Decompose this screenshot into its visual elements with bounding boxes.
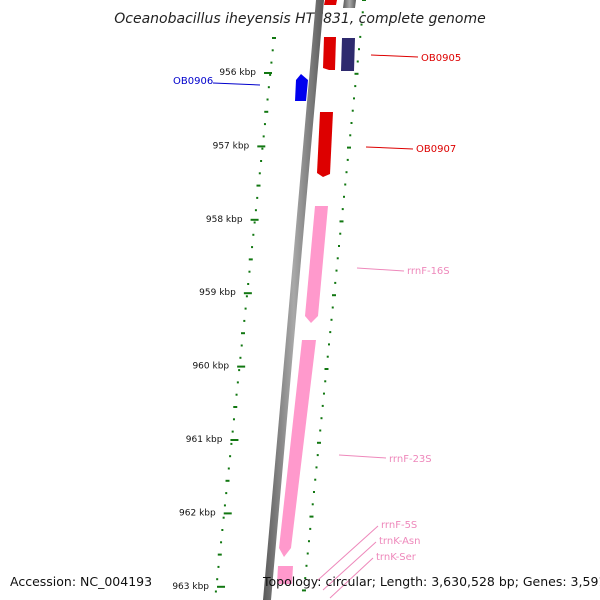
scale-tick-label: 958 kbp <box>206 215 243 225</box>
leader-ob0907 <box>365 146 414 150</box>
leader-rrnf-23s <box>338 454 387 459</box>
accession-text: Accession: NC_004193 <box>10 574 153 589</box>
scale-tick-label: 956 kbp <box>219 68 256 78</box>
scale-ticks: 956 kbp 957 kbp 958 kbp 959 kbp 960 kbp 961 k… <box>172 68 272 592</box>
gene-label-trnk-ser[interactable]: trnK-Ser <box>376 552 417 563</box>
feature-ob0905-dark[interactable] <box>341 38 355 71</box>
inner-gc-track <box>214 37 276 593</box>
map-title: Oceanobacillus iheyensis HTE831, complet… <box>114 11 485 27</box>
backbone-fragment <box>343 0 356 8</box>
gene-label-rrnf-23s[interactable]: rrnF-23S <box>389 454 432 465</box>
leader-trnk-ser <box>329 557 374 599</box>
gene-label-trnk-asn[interactable]: trnK-Asn <box>379 536 420 547</box>
rrn-23s-block[interactable] <box>279 340 316 557</box>
leader-rrnf-5s <box>317 525 379 581</box>
leader-rrnf-16s <box>356 267 405 272</box>
scale-tick-label: 961 kbp <box>186 435 223 445</box>
genome-stats-text: Topology: circular; Length: 3,630,528 bp… <box>263 574 600 589</box>
genome-backbone <box>263 0 324 600</box>
scale-tick-label: 962 kbp <box>179 508 216 518</box>
scale-tick-label: 963 kbp <box>172 582 209 592</box>
gene-ob0906-block[interactable] <box>295 74 308 101</box>
gene-ob0907-block[interactable] <box>317 112 333 177</box>
scale-tick-label: 960 kbp <box>192 362 229 372</box>
gene-label-ob0905[interactable]: OB0905 <box>421 53 461 64</box>
leader-ob0906 <box>212 82 261 86</box>
leader-trnk-asn <box>322 541 377 591</box>
gene-label-rrnf-5s[interactable]: rrnF-5S <box>381 520 417 531</box>
gene-label-rrnf-16s[interactable]: rrnF-16S <box>407 266 450 277</box>
scale-tick-label: 959 kbp <box>199 288 236 298</box>
leader-ob0905 <box>370 54 419 58</box>
rrn-16s-block[interactable] <box>305 206 328 323</box>
gene-ob0905-left-block[interactable] <box>324 0 337 5</box>
rrn-5s-block[interactable] <box>277 566 293 584</box>
gene-label-ob0907[interactable]: OB0907 <box>416 144 456 155</box>
gene-label-ob0906[interactable]: OB0906 <box>173 76 213 87</box>
outer-gc-track <box>301 0 366 592</box>
gene-ob0905-block[interactable] <box>323 37 336 70</box>
scale-tick-label: 957 kbp <box>213 141 250 151</box>
